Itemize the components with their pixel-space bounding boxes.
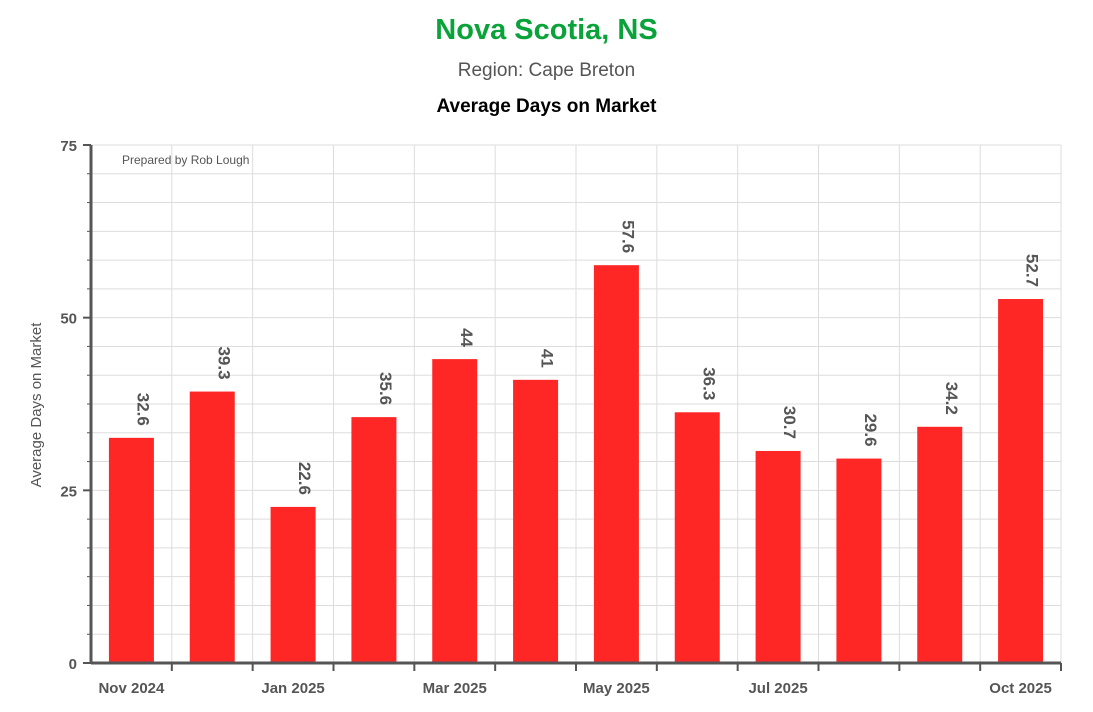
y-tick-label: 50 xyxy=(60,311,77,328)
x-tick-label: Jan 2025 xyxy=(261,680,324,697)
axes xyxy=(83,144,1062,671)
y-axis-label: Average Days on Market xyxy=(28,322,45,488)
chart-region-subtitle: Region: Cape Breton xyxy=(457,60,636,81)
bars xyxy=(108,265,1044,663)
bar[interactable] xyxy=(755,450,801,663)
bar[interactable] xyxy=(108,437,154,663)
y-tick-label: 25 xyxy=(60,483,77,500)
bar[interactable] xyxy=(998,299,1044,663)
x-tick-label: May 2025 xyxy=(583,680,650,697)
bar[interactable] xyxy=(917,426,963,663)
x-tick-label: Nov 2024 xyxy=(98,680,165,697)
bar[interactable] xyxy=(674,412,720,663)
bar-value-label: 41 xyxy=(538,349,557,368)
bar-value-label: 52.7 xyxy=(1023,254,1042,287)
bar[interactable] xyxy=(270,506,316,663)
bar-value-label: 36.3 xyxy=(699,367,718,400)
bar-value-label: 22.6 xyxy=(295,462,314,495)
credit-text: Prepared by Rob Lough xyxy=(122,153,249,167)
bar-value-label: 29.6 xyxy=(861,413,880,446)
bar-value-label: 32.6 xyxy=(133,393,152,426)
grid-lines xyxy=(91,144,1062,664)
bar-value-label: 35.6 xyxy=(376,372,395,405)
bar[interactable] xyxy=(593,265,639,663)
bar-value-label: 44 xyxy=(457,328,476,347)
bar-value-label: 39.3 xyxy=(214,346,233,379)
bar-value-label: 34.2 xyxy=(942,382,961,415)
x-tick-label: Oct 2025 xyxy=(989,680,1052,697)
bar[interactable] xyxy=(836,458,882,663)
chart-main-title: Nova Scotia, NS xyxy=(435,14,658,46)
chart-metric-title: Average Days on Market xyxy=(436,96,657,117)
bar-value-label: 57.6 xyxy=(618,220,637,253)
y-tick-label: 0 xyxy=(69,656,77,673)
bar[interactable] xyxy=(189,391,235,663)
labels: 32.6 39.3 22.6 35.6 44 41 57.6 36.3 30.7 29.6 34.2… xyxy=(60,138,1052,697)
x-tick-label: Jul 2025 xyxy=(748,680,807,697)
bar-value-label: 30.7 xyxy=(780,406,799,439)
bar[interactable] xyxy=(351,417,397,663)
x-tick-label: Mar 2025 xyxy=(423,680,487,697)
bar[interactable] xyxy=(513,379,559,663)
y-tick-label: 75 xyxy=(60,138,77,155)
bar[interactable] xyxy=(432,359,478,663)
